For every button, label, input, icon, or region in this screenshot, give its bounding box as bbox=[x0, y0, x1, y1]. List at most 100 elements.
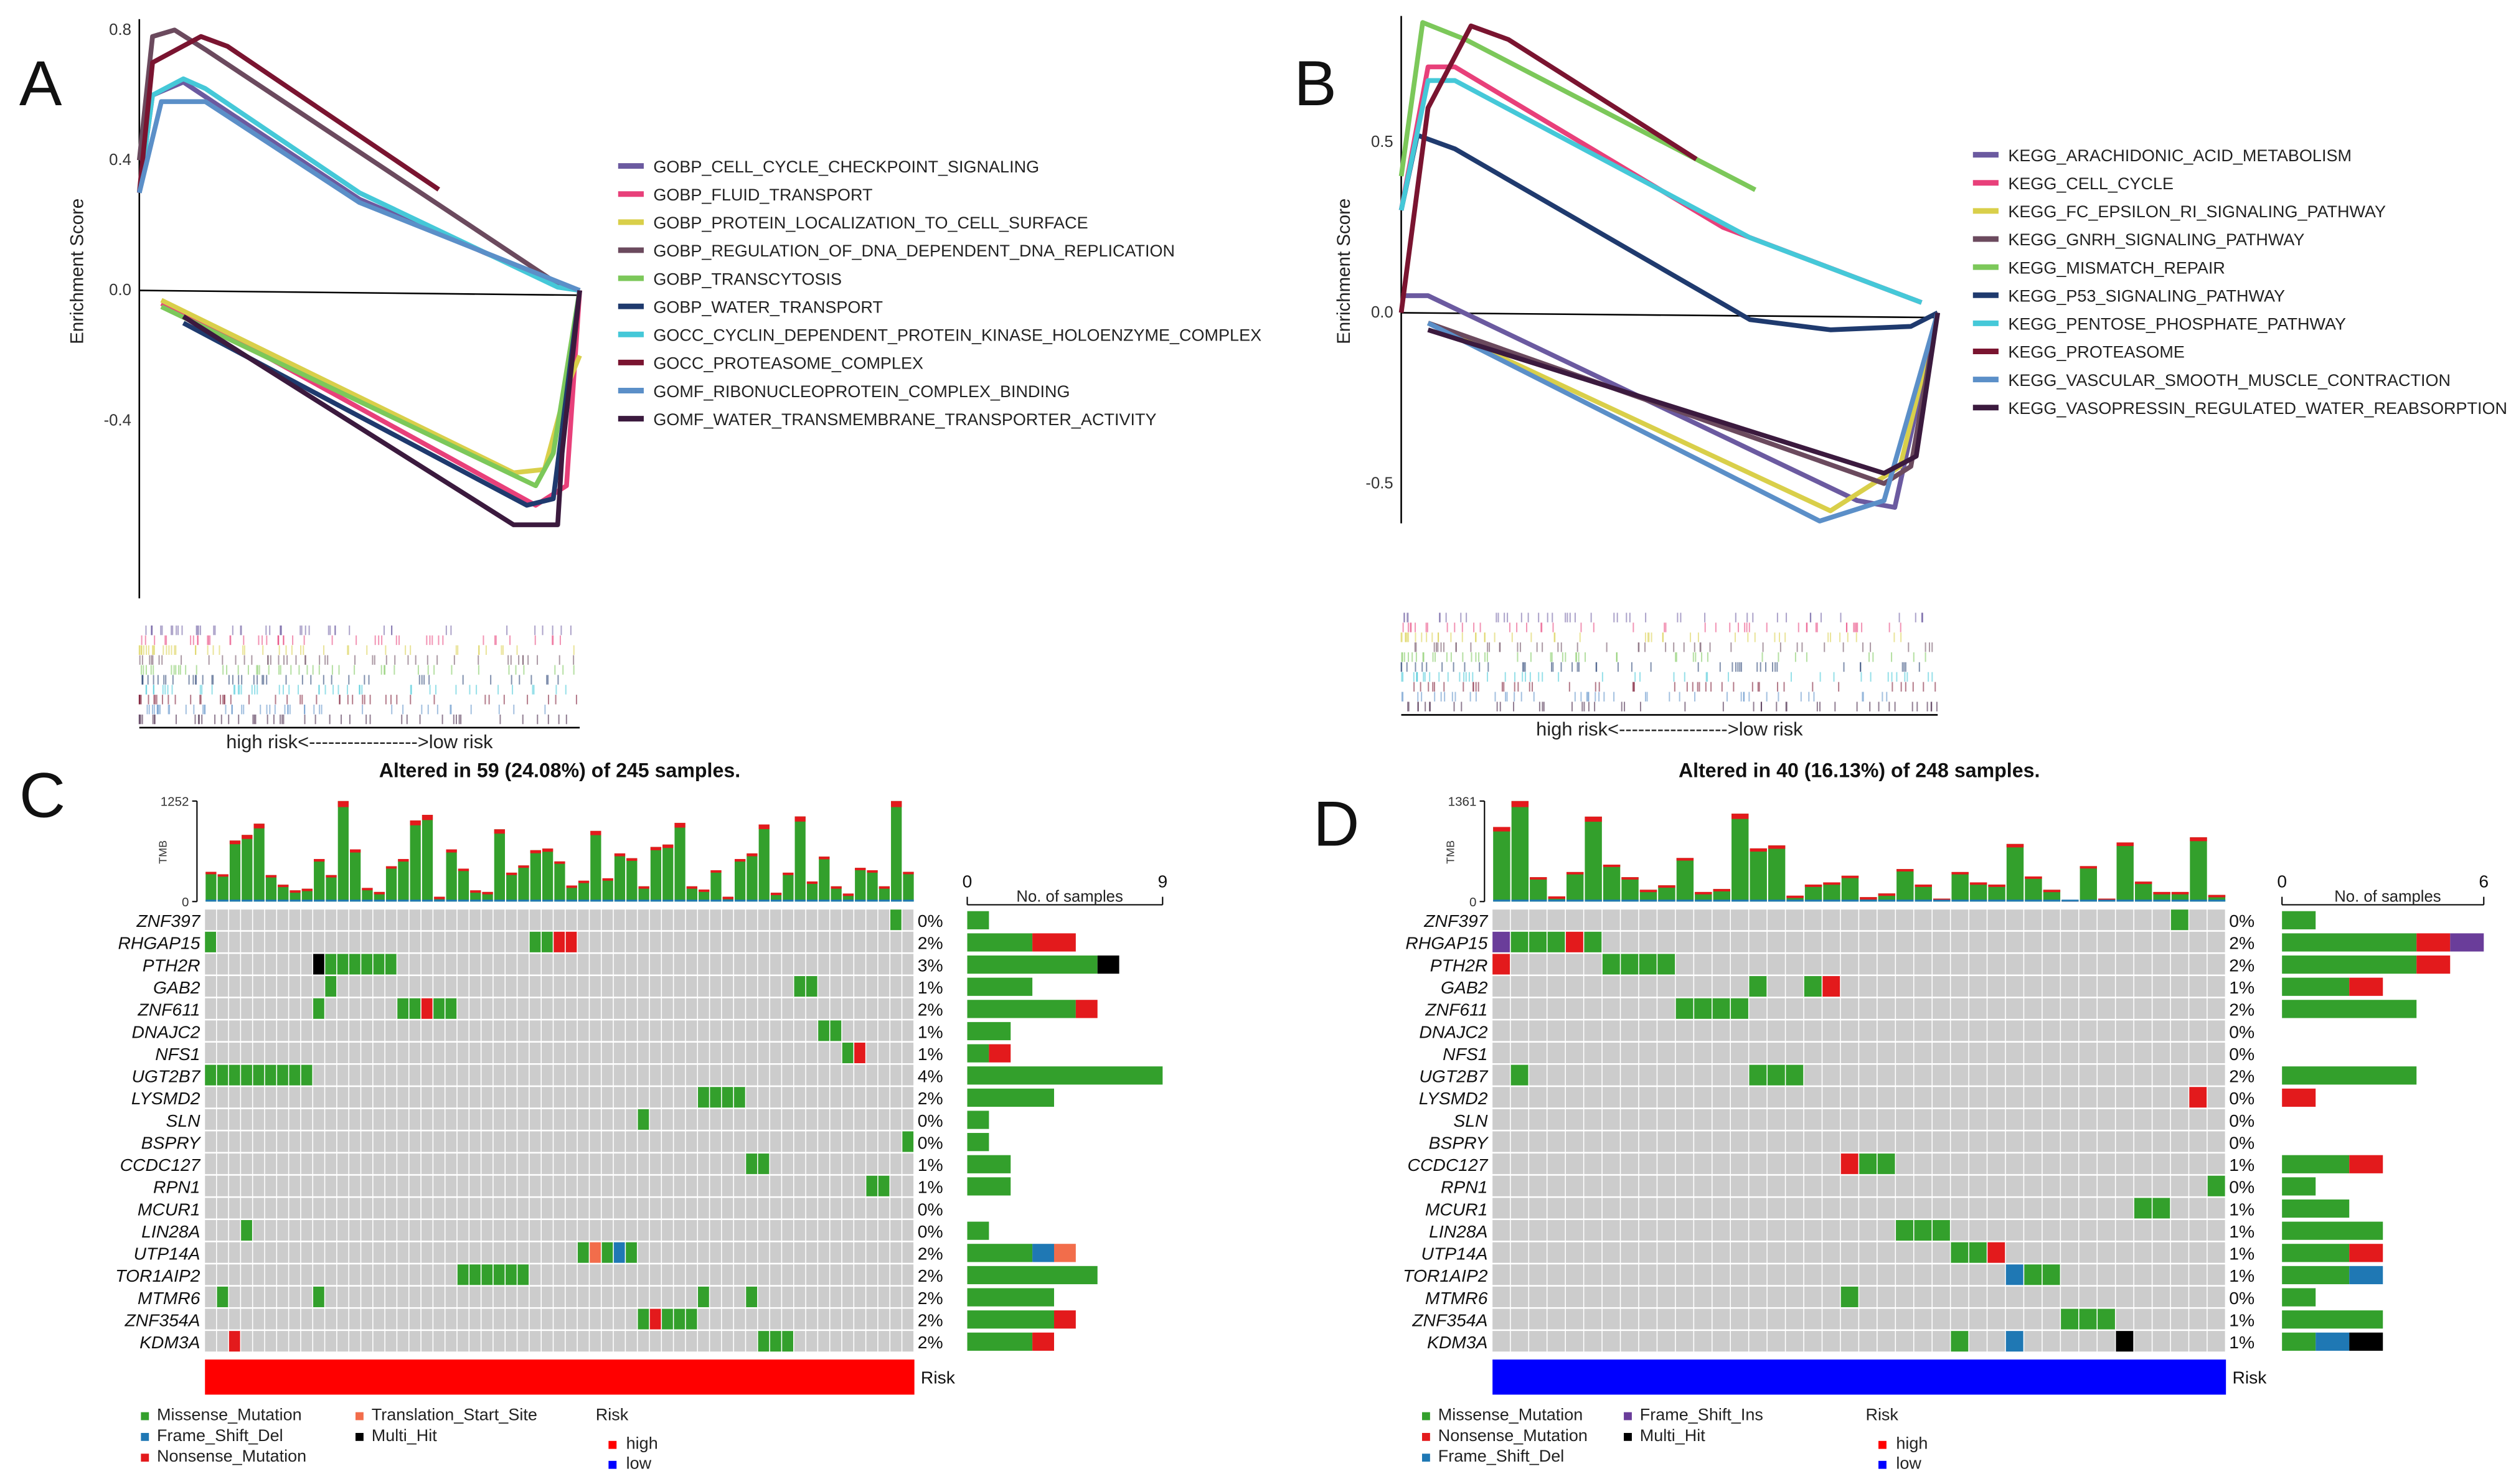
grid-cell bbox=[529, 1109, 541, 1130]
grid-cell bbox=[590, 1331, 601, 1352]
grid-cell bbox=[1896, 909, 1913, 931]
grid-cell bbox=[541, 1109, 553, 1130]
tmb-bar bbox=[2006, 843, 2024, 902]
grid-cell bbox=[445, 1087, 457, 1108]
grid-cell bbox=[2042, 931, 2060, 952]
grid-cell bbox=[1859, 1042, 1877, 1064]
grid-cell bbox=[830, 1220, 842, 1241]
grid-cell bbox=[1584, 954, 1602, 975]
grid-cell bbox=[554, 1198, 565, 1219]
grid-cell bbox=[2098, 1198, 2115, 1219]
grid-cell bbox=[385, 1264, 397, 1285]
grid-cell bbox=[277, 1286, 288, 1307]
grid-cell bbox=[1749, 1087, 1767, 1108]
grid-cell bbox=[397, 1308, 408, 1330]
grid-cell bbox=[1621, 1242, 1639, 1263]
grid-cell bbox=[710, 931, 722, 952]
grid-cell bbox=[1584, 1153, 1602, 1175]
grid-cell bbox=[1896, 1331, 1913, 1352]
grid-cell bbox=[228, 1087, 240, 1108]
grid-cell bbox=[541, 1042, 553, 1064]
grid-cell bbox=[890, 998, 902, 1019]
grid-cell bbox=[626, 1264, 637, 1285]
grid-cell bbox=[277, 1020, 288, 1041]
grid-cell bbox=[529, 954, 541, 975]
grid-cell bbox=[1602, 1264, 1620, 1285]
grid-cell bbox=[626, 998, 637, 1019]
gene-label: BSPRY bbox=[141, 1132, 202, 1152]
grid-cell bbox=[325, 1109, 337, 1130]
grid-cell bbox=[253, 1331, 265, 1352]
grid-cell bbox=[2116, 1286, 2134, 1307]
grid-cell bbox=[1529, 1175, 1547, 1196]
grid-cell bbox=[722, 1109, 733, 1130]
grid-cell bbox=[2207, 1064, 2225, 1086]
grid-cell bbox=[385, 1064, 397, 1086]
legend-label: GOMF_RIBONUCLEOPROTEIN_COMPLEX_BINDING bbox=[653, 382, 1070, 401]
tmb-bar-fsdel bbox=[1639, 899, 1657, 902]
grid-cell bbox=[2079, 1020, 2097, 1041]
grid-cell bbox=[1987, 1264, 2005, 1285]
grid-cell bbox=[1492, 909, 1510, 931]
grid-cell bbox=[806, 1286, 817, 1307]
tmb-bar-fsdel bbox=[722, 899, 733, 902]
grid-cell bbox=[878, 1131, 890, 1152]
grid-cell bbox=[577, 1198, 589, 1219]
mutation-cell bbox=[758, 1153, 770, 1175]
tmb-bar bbox=[1786, 895, 1804, 902]
grid-cell bbox=[228, 931, 240, 952]
legend-label: Multi_Hit bbox=[1640, 1426, 1706, 1445]
grid-cell bbox=[1932, 954, 1950, 975]
tmb-bar-fsdel bbox=[1530, 899, 1547, 902]
tmb-bar-nonsense bbox=[494, 829, 506, 834]
grid-cell bbox=[2116, 1042, 2134, 1064]
grid-cell bbox=[2189, 1131, 2207, 1152]
tmb-bar-fsdel bbox=[758, 899, 770, 902]
grid-cell bbox=[265, 1264, 276, 1285]
grid-cell bbox=[445, 1020, 457, 1041]
grid-cell bbox=[2098, 1175, 2115, 1196]
grid-cell bbox=[577, 954, 589, 975]
grid-cell bbox=[782, 1042, 793, 1064]
grid-cell bbox=[385, 1308, 397, 1330]
grid-cell bbox=[626, 1020, 637, 1041]
grid-cell bbox=[746, 1264, 758, 1285]
grid-cell bbox=[830, 998, 842, 1019]
grid-cell bbox=[1840, 998, 1859, 1019]
tmb-bar-fsdel bbox=[1713, 899, 1730, 902]
gene-row: NFS1 0% bbox=[1443, 1042, 2254, 1064]
grid-cell bbox=[818, 1308, 829, 1330]
sample-count-bar bbox=[1032, 1244, 1054, 1262]
grid-cell bbox=[1529, 1042, 1547, 1064]
grid-cell bbox=[902, 1175, 914, 1196]
grid-cell bbox=[421, 1308, 433, 1330]
grid-cell bbox=[878, 1242, 890, 1263]
grid-cell bbox=[577, 1020, 589, 1041]
grid-cell bbox=[1492, 998, 1510, 1019]
grid-cell bbox=[205, 909, 216, 931]
grid-cell bbox=[662, 1087, 673, 1108]
grid-cell bbox=[253, 931, 265, 952]
grid-cell bbox=[2170, 1264, 2188, 1285]
grid-cell bbox=[385, 1087, 397, 1108]
mutation-cell bbox=[1510, 1064, 1529, 1086]
grid-cell bbox=[590, 1087, 601, 1108]
grid-cell bbox=[433, 1064, 445, 1086]
tmb-bar bbox=[229, 840, 241, 902]
grid-cell bbox=[818, 1286, 829, 1307]
gene-percent: 1% bbox=[2229, 1266, 2254, 1285]
tmb-bar-fsdel bbox=[1750, 899, 1767, 902]
grid-cell bbox=[902, 1087, 914, 1108]
grid-cell bbox=[1859, 931, 1877, 952]
mutation-cell bbox=[1987, 1242, 2005, 1263]
grid-cell bbox=[1951, 1175, 1969, 1196]
grid-cell bbox=[733, 1308, 745, 1330]
grid-cell bbox=[638, 1198, 649, 1219]
grid-cell bbox=[529, 909, 541, 931]
grid-cell bbox=[2207, 1042, 2225, 1064]
grid-cell bbox=[674, 1220, 685, 1241]
mutation-cell bbox=[1712, 998, 1730, 1019]
tmb-bar-nonsense bbox=[1804, 885, 1822, 887]
grid-cell bbox=[782, 931, 793, 952]
grid-cell bbox=[1584, 1220, 1602, 1241]
